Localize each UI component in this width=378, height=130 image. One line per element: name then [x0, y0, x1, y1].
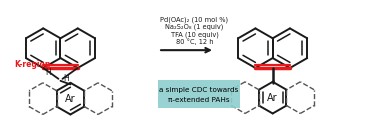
Text: TFA (10 equiv): TFA (10 equiv) [170, 31, 218, 38]
Text: Ar: Ar [267, 93, 278, 103]
Text: K-region: K-region [15, 60, 51, 69]
FancyBboxPatch shape [158, 80, 240, 108]
Text: Pd(OAc)₂ (10 mol %): Pd(OAc)₂ (10 mol %) [160, 17, 229, 23]
Text: Na₂S₂O₈ (1 equiv): Na₂S₂O₈ (1 equiv) [165, 24, 224, 30]
Text: Ar: Ar [65, 94, 76, 104]
Text: 80 °C, 12 h: 80 °C, 12 h [176, 38, 213, 45]
Text: a simple CDC towards: a simple CDC towards [159, 87, 239, 93]
Text: H: H [46, 68, 51, 77]
Text: π-extended PAHs: π-extended PAHs [168, 97, 230, 103]
Text: H: H [64, 74, 69, 83]
